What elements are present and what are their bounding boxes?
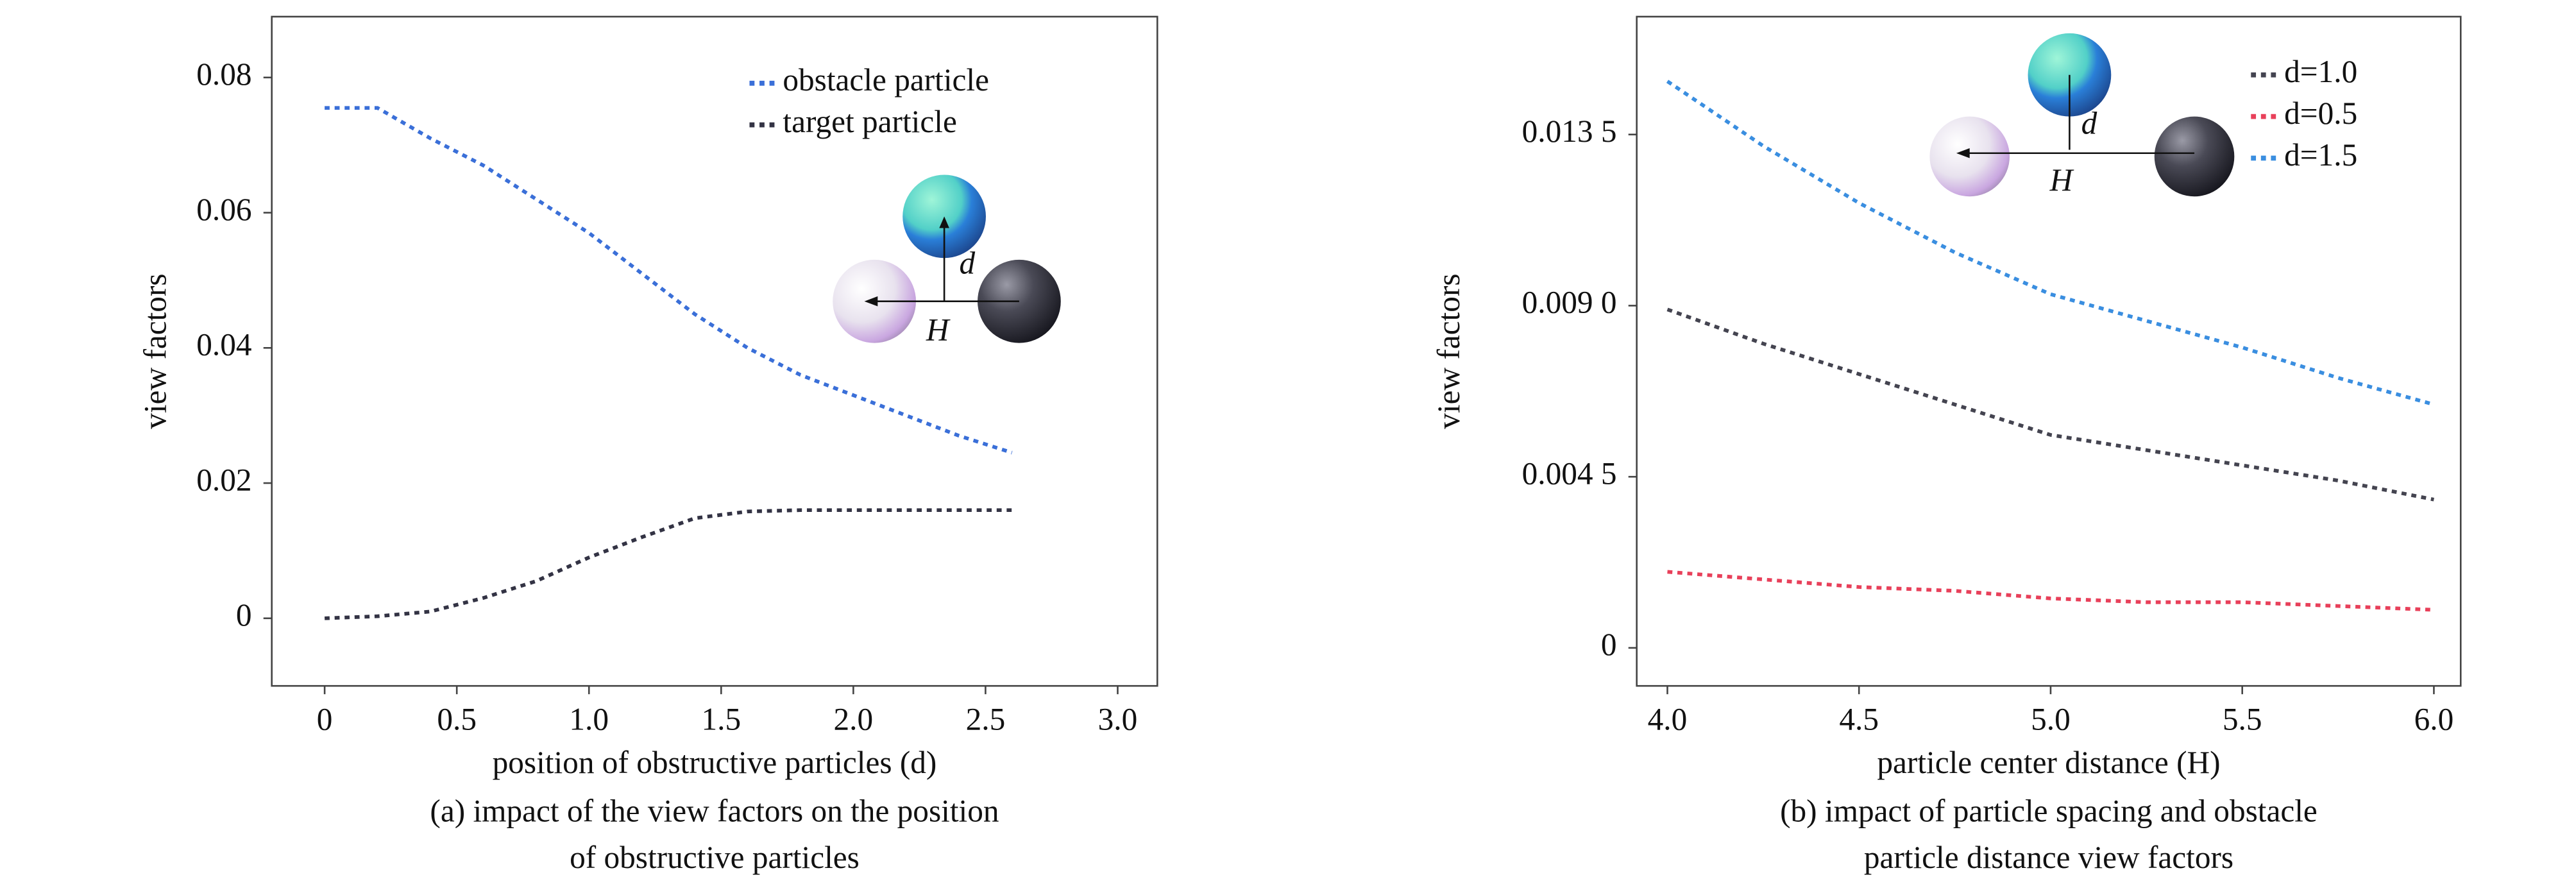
x-tick-label: 5.5 — [2223, 702, 2262, 737]
x-tick-label: 0 — [317, 702, 333, 737]
x-tick-label: 2.0 — [834, 702, 874, 737]
x-tick-label: 2.5 — [966, 702, 1006, 737]
x-tick-label: 1.5 — [701, 702, 741, 737]
y-tick-label: 0.013 5 — [1522, 114, 1617, 149]
y-axis-label: view factors — [1431, 273, 1466, 429]
y-tick-label: 0.06 — [196, 192, 251, 227]
x-tick-label: 5.0 — [2031, 702, 2071, 737]
y-tick-label: 0.004 5 — [1522, 455, 1617, 491]
y-tick-label: 0.02 — [196, 462, 251, 497]
series-line — [1667, 570, 2434, 612]
y-tick-label: 0.009 0 — [1522, 285, 1617, 320]
series-line — [1666, 307, 2434, 502]
annotation: H — [926, 312, 951, 347]
y-tick-label: 0 — [236, 597, 252, 633]
inset-a: d H — [833, 174, 1061, 347]
legend-label: target particle — [783, 104, 956, 139]
sphere — [2154, 116, 2235, 197]
annotation: d — [2081, 106, 2097, 141]
x-tick-label: 6.0 — [2414, 702, 2454, 737]
y-tick-label: 0.04 — [196, 327, 251, 362]
y-tick-label: 0 — [1601, 627, 1617, 662]
x-tick-label: 3.0 — [1098, 702, 1138, 737]
series-line — [1666, 80, 2435, 407]
y-axis-label: view factors — [138, 273, 173, 429]
caption: (b) impact of particle spacing and obsta… — [1780, 793, 2318, 828]
plot-frame — [271, 15, 1158, 687]
series-line — [325, 508, 1012, 620]
arrowhead — [939, 216, 949, 228]
x-axis-label: particle center distance (H) — [1877, 745, 2220, 780]
series-line — [325, 106, 1013, 455]
caption: particle distance view factors — [1864, 840, 2233, 875]
x-tick-label: 0.5 — [437, 702, 477, 737]
annotation: H — [2049, 162, 2074, 198]
x-tick-label: 4.5 — [1839, 702, 1879, 737]
y-tick-label: 0.08 — [196, 56, 251, 92]
annotation: d — [959, 246, 975, 281]
legend-label: d=1.5 — [2284, 137, 2357, 173]
caption: of obstructive particles — [570, 840, 860, 875]
plot-frame — [1636, 15, 2462, 687]
inset-b: d H — [1929, 33, 2235, 198]
legend-label: d=1.0 — [2284, 54, 2357, 89]
caption: (a) impact of the view factors on the po… — [430, 793, 999, 828]
legend-label: obstacle particle — [783, 62, 989, 98]
x-tick-label: 1.0 — [569, 702, 609, 737]
arrowhead — [864, 296, 878, 307]
legend-label: d=0.5 — [2284, 96, 2357, 131]
arrowhead — [1956, 148, 1970, 158]
x-tick-label: 4.0 — [1648, 702, 1688, 737]
x-axis-label: position of obstructive particles (d) — [493, 745, 937, 780]
